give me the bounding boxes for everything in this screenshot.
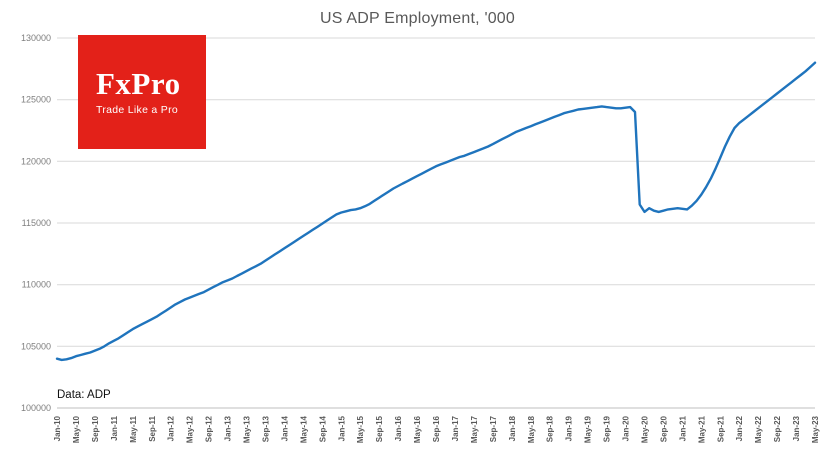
svg-text:Jan-14: Jan-14 [280,415,289,441]
svg-text:Jan-11: Jan-11 [110,415,119,440]
svg-text:May-10: May-10 [72,415,81,443]
svg-text:Sep-21: Sep-21 [716,415,725,442]
chart-title: US ADP Employment, '000 [319,10,515,27]
svg-text:115000: 115000 [22,218,51,228]
svg-text:May-21: May-21 [697,415,706,443]
svg-text:Sep-20: Sep-20 [659,415,668,442]
svg-text:Sep-11: Sep-11 [148,415,157,441]
svg-text:Sep-19: Sep-19 [603,415,612,442]
svg-text:May-14: May-14 [299,415,308,443]
fxpro-tagline: Trade Like a Pro [96,104,179,117]
svg-text:Jan-19: Jan-19 [565,415,574,441]
svg-text:Sep-12: Sep-12 [205,415,214,442]
svg-text:May-18: May-18 [527,415,536,443]
svg-text:120000: 120000 [21,156,51,166]
svg-text:105000: 105000 [21,341,51,351]
svg-text:May-23: May-23 [811,415,820,443]
svg-text:100000: 100000 [21,403,51,413]
svg-text:Sep-13: Sep-13 [261,415,270,442]
svg-text:May-17: May-17 [470,415,479,443]
svg-text:May-12: May-12 [186,415,195,443]
svg-text:Jan-10: Jan-10 [53,415,62,441]
fxpro-wordmark: FxPro [96,65,181,101]
svg-text:Sep-14: Sep-14 [318,415,327,442]
svg-text:Jan-21: Jan-21 [678,415,687,441]
svg-text:May-13: May-13 [243,415,252,443]
svg-text:Jan-12: Jan-12 [167,415,176,441]
svg-text:Jan-16: Jan-16 [394,415,403,441]
svg-text:Jan-18: Jan-18 [508,415,517,441]
svg-text:Sep-17: Sep-17 [489,415,498,442]
svg-text:May-20: May-20 [641,415,650,443]
svg-text:Jan-22: Jan-22 [735,415,744,441]
fxpro-logo: FxPro Trade Like a Pro [78,35,206,149]
svg-text:May-15: May-15 [356,415,365,443]
svg-text:Sep-18: Sep-18 [546,415,555,442]
svg-text:Jan-20: Jan-20 [622,415,631,441]
svg-text:Jan-23: Jan-23 [792,415,801,441]
svg-text:130000: 130000 [21,33,51,43]
svg-text:Jan-17: Jan-17 [451,415,460,441]
svg-text:May-16: May-16 [413,415,422,443]
svg-text:Sep-16: Sep-16 [432,415,441,442]
data-source-note: Data: ADP [57,389,111,401]
svg-text:Sep-22: Sep-22 [773,415,782,442]
svg-text:110000: 110000 [22,280,51,290]
svg-text:May-22: May-22 [754,415,763,443]
svg-text:125000: 125000 [21,95,51,105]
svg-text:Jan-15: Jan-15 [337,415,346,441]
svg-text:May-11: May-11 [129,415,138,442]
svg-text:Jan-13: Jan-13 [224,415,233,441]
svg-text:May-19: May-19 [584,415,593,443]
svg-text:Sep-15: Sep-15 [375,415,384,442]
svg-text:Sep-10: Sep-10 [91,415,100,442]
